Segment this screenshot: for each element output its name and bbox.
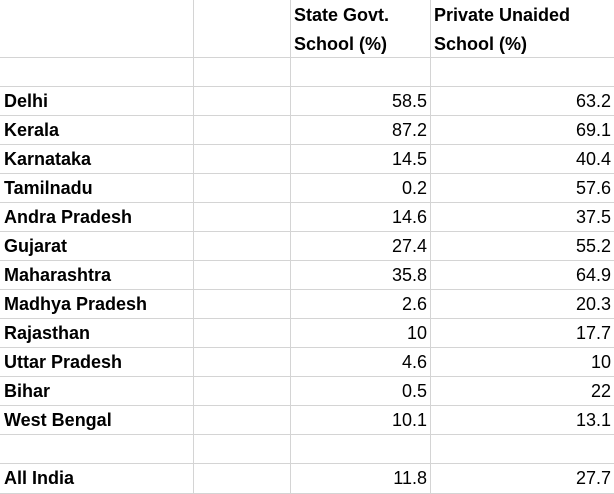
- table-row: Bihar 0.5 22: [0, 377, 614, 406]
- state-name-cell[interactable]: Gujarat: [0, 232, 194, 261]
- state-govt-value-cell[interactable]: 87.2: [291, 116, 431, 145]
- table-row: Rajasthan 10 17.7: [0, 319, 614, 348]
- blank-cell[interactable]: [0, 435, 194, 464]
- empty-cell[interactable]: [194, 174, 291, 203]
- blank-row: [0, 58, 614, 87]
- table-row: Maharashtra 35.8 64.9: [0, 261, 614, 290]
- state-govt-value-cell[interactable]: 4.6: [291, 348, 431, 377]
- empty-cell[interactable]: [194, 232, 291, 261]
- empty-cell[interactable]: [194, 87, 291, 116]
- total-label-cell[interactable]: All India: [0, 464, 194, 494]
- private-unaided-value-cell[interactable]: 13.1: [431, 406, 614, 435]
- state-govt-value-cell[interactable]: 58.5: [291, 87, 431, 116]
- table-row: West Bengal 10.1 13.1: [0, 406, 614, 435]
- state-name-cell[interactable]: West Bengal: [0, 406, 194, 435]
- blank-cell[interactable]: [0, 58, 194, 87]
- state-name-cell[interactable]: Tamilnadu: [0, 174, 194, 203]
- state-govt-value-cell[interactable]: 0.5: [291, 377, 431, 406]
- empty-cell[interactable]: [194, 290, 291, 319]
- private-unaided-value-cell[interactable]: 63.2: [431, 87, 614, 116]
- state-name-cell[interactable]: Andra Pradesh: [0, 203, 194, 232]
- blank-cell[interactable]: [431, 58, 614, 87]
- state-govt-value-cell[interactable]: 27.4: [291, 232, 431, 261]
- state-govt-value-cell[interactable]: 10.1: [291, 406, 431, 435]
- state-name-cell[interactable]: Karnataka: [0, 145, 194, 174]
- state-name-cell[interactable]: Delhi: [0, 87, 194, 116]
- private-unaided-value-cell[interactable]: 22: [431, 377, 614, 406]
- state-govt-value-cell[interactable]: 14.5: [291, 145, 431, 174]
- empty-cell[interactable]: [194, 464, 291, 494]
- empty-cell[interactable]: [194, 116, 291, 145]
- blank-cell[interactable]: [431, 435, 614, 464]
- table-row: Tamilnadu 0.2 57.6: [0, 174, 614, 203]
- table-row: Madhya Pradesh 2.6 20.3: [0, 290, 614, 319]
- column-header-private-unaided[interactable]: Private Unaided School (%): [431, 0, 614, 58]
- header-row: State Govt. School (%) Private Unaided S…: [0, 0, 614, 58]
- empty-cell[interactable]: [194, 377, 291, 406]
- private-unaided-value-cell[interactable]: 57.6: [431, 174, 614, 203]
- state-govt-value-cell[interactable]: 2.6: [291, 290, 431, 319]
- table-row: Andra Pradesh 14.6 37.5: [0, 203, 614, 232]
- empty-cell[interactable]: [194, 261, 291, 290]
- empty-cell[interactable]: [194, 406, 291, 435]
- blank-row: [0, 435, 614, 464]
- table-row: Karnataka 14.5 40.4: [0, 145, 614, 174]
- table-row: Uttar Pradesh 4.6 10: [0, 348, 614, 377]
- state-govt-value-cell[interactable]: 35.8: [291, 261, 431, 290]
- private-unaided-value-cell[interactable]: 64.9: [431, 261, 614, 290]
- empty-cell[interactable]: [194, 203, 291, 232]
- state-name-cell[interactable]: Madhya Pradesh: [0, 290, 194, 319]
- private-unaided-value-cell[interactable]: 69.1: [431, 116, 614, 145]
- empty-cell[interactable]: [194, 145, 291, 174]
- state-govt-value-cell[interactable]: 0.2: [291, 174, 431, 203]
- table-row: Delhi 58.5 63.2: [0, 87, 614, 116]
- empty-cell[interactable]: [194, 348, 291, 377]
- header-cell-empty[interactable]: [0, 0, 194, 58]
- private-unaided-value-cell[interactable]: 55.2: [431, 232, 614, 261]
- total-private-unaided-value-cell[interactable]: 27.7: [431, 464, 614, 494]
- table-row: Gujarat 27.4 55.2: [0, 232, 614, 261]
- state-name-cell[interactable]: Bihar: [0, 377, 194, 406]
- state-name-cell[interactable]: Maharashtra: [0, 261, 194, 290]
- state-govt-value-cell[interactable]: 10: [291, 319, 431, 348]
- state-govt-value-cell[interactable]: 14.6: [291, 203, 431, 232]
- state-name-cell[interactable]: Uttar Pradesh: [0, 348, 194, 377]
- private-unaided-value-cell[interactable]: 37.5: [431, 203, 614, 232]
- header-cell-empty-2[interactable]: [194, 0, 291, 58]
- blank-cell[interactable]: [291, 58, 431, 87]
- private-unaided-value-cell[interactable]: 40.4: [431, 145, 614, 174]
- private-unaided-value-cell[interactable]: 10: [431, 348, 614, 377]
- private-unaided-value-cell[interactable]: 20.3: [431, 290, 614, 319]
- total-state-govt-value-cell[interactable]: 11.8: [291, 464, 431, 494]
- state-name-cell[interactable]: Kerala: [0, 116, 194, 145]
- table-row: Kerala 87.2 69.1: [0, 116, 614, 145]
- state-name-cell[interactable]: Rajasthan: [0, 319, 194, 348]
- empty-cell[interactable]: [194, 319, 291, 348]
- blank-cell[interactable]: [194, 435, 291, 464]
- blank-cell[interactable]: [194, 58, 291, 87]
- blank-cell[interactable]: [291, 435, 431, 464]
- total-row: All India 11.8 27.7: [0, 464, 614, 494]
- private-unaided-value-cell[interactable]: 17.7: [431, 319, 614, 348]
- column-header-state-govt[interactable]: State Govt. School (%): [291, 0, 431, 58]
